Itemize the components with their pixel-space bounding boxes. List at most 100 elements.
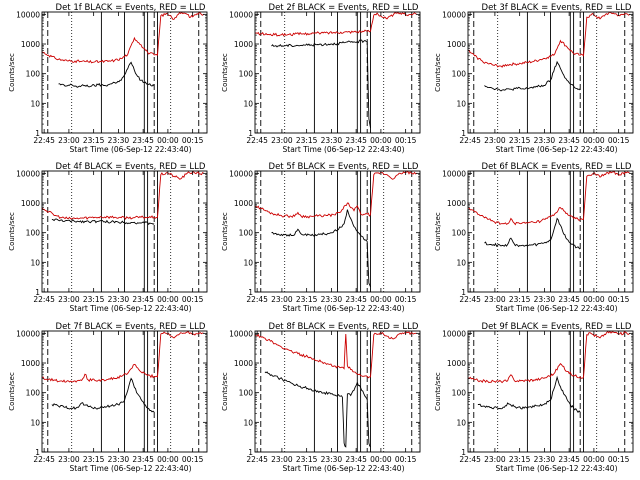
y-tick-label: 10000 [229,329,253,338]
x-axis-label: Start Time (06-Sep-12 22:43:40) [70,145,192,154]
y-axis-label: Counts/sec [8,372,16,411]
y-tick-label: 1 [248,448,253,457]
x-tick-label: 23:15 [296,136,318,145]
plot-frame [41,170,208,293]
events-trace [58,61,155,88]
plot-frame [254,330,421,453]
x-tick-label: 23:30 [321,136,343,145]
x-tick-label: 00:00 [157,295,179,304]
y-tick-label: 1000 [21,359,40,368]
y-axis: 1 10 100 1000 10000 [442,10,633,138]
y-axis-label: Counts/sec [8,212,16,251]
x-tick-label: 00:00 [583,295,605,304]
x-tick-label: 23:30 [534,455,556,464]
y-axis: 1 10 100 1000 10000 [442,329,633,457]
y-tick-label: 10 [243,418,253,427]
y-tick-label: 1 [35,448,40,457]
events-trace [271,209,371,287]
plot-frame [41,11,208,134]
y-tick-label: 10 [30,258,40,267]
x-axis: 22:45 23:00 23:15 23:30 23:45 00:00 00:15 [246,331,417,464]
y-tick-label: 1000 [21,199,40,208]
y-axis-label: Counts/sec [8,53,16,92]
y-tick-label: 1 [461,129,466,138]
y-axis-label: Counts/sec [434,53,442,92]
plot-frame [254,170,421,293]
x-tick-label: 00:15 [395,455,417,464]
plot-frame [254,11,421,134]
y-tick-label: 10000 [16,329,40,338]
panel-title: Det 2f BLACK = Events, RED = LLD [269,3,419,13]
x-tick-label: 00:00 [370,295,392,304]
time-markers [473,331,626,452]
lld-trace [468,171,630,226]
lld-trace [255,171,417,219]
x-tick-label: 23:15 [509,295,531,304]
events-trace [51,218,155,226]
x-tick-label: 00:15 [182,455,204,464]
x-tick-label: 23:30 [108,136,130,145]
events-trace [51,377,155,413]
x-tick-label: 23:45 [132,295,154,304]
lld-trace [42,171,204,220]
y-tick-label: 100 [239,70,254,79]
lld-trace [468,12,630,68]
x-tick-label: 23:00 [271,136,293,145]
x-tick-label: 23:00 [484,455,506,464]
x-tick-label: 23:00 [271,455,293,464]
y-tick-label: 100 [26,70,41,79]
y-tick-label: 10000 [229,169,253,178]
x-axis: 22:45 23:00 23:15 23:30 23:45 00:00 00:15 [246,12,417,145]
events-trace [264,371,371,448]
plot-frame [467,11,634,134]
x-tick-label: 23:15 [296,455,318,464]
y-tick-label: 10 [30,418,40,427]
x-tick-label: 22:45 [459,455,481,464]
y-tick-label: 10 [456,418,466,427]
y-axis: 1 10 100 1000 10000 [229,329,420,457]
x-tick-label: 23:30 [108,295,130,304]
y-tick-label: 100 [452,229,467,238]
x-axis: 22:45 23:00 23:15 23:30 23:45 00:00 00:15 [33,12,204,145]
y-tick-label: 10000 [16,169,40,178]
panel-title: Det 6f BLACK = Events, RED = LLD [482,162,632,172]
lld-trace [468,331,631,384]
y-axis-label: Counts/sec [434,212,442,251]
x-tick-label: 23:30 [534,295,556,304]
y-tick-label: 1 [461,288,466,297]
lld-trace [255,331,417,379]
y-tick-label: 1000 [447,40,466,49]
x-tick-label: 00:00 [157,455,179,464]
events-trace [484,217,581,250]
time-markers [260,12,413,133]
x-tick-label: 23:15 [296,295,318,304]
x-tick-label: 22:45 [33,295,55,304]
lld-trace [255,12,417,37]
x-tick-label: 23:45 [132,455,154,464]
x-tick-label: 00:15 [182,295,204,304]
x-axis-label: Start Time (06-Sep-12 22:43:40) [283,145,405,154]
y-tick-label: 1 [248,288,253,297]
y-axis-label: Counts/sec [221,372,229,411]
panel-title: Det 1f BLACK = Events, RED = LLD [56,3,206,13]
y-tick-label: 10 [456,99,466,108]
time-markers [473,171,626,292]
y-axis: 1 10 100 1000 10000 [229,10,420,138]
time-markers [260,171,413,292]
x-tick-label: 22:45 [459,295,481,304]
x-tick-label: 23:45 [558,455,580,464]
y-tick-label: 1000 [447,199,466,208]
y-tick-label: 100 [26,389,41,398]
y-tick-label: 10000 [442,169,466,178]
panel-title: Det 8f BLACK = Events, RED = LLD [269,322,419,332]
x-tick-label: 23:45 [558,136,580,145]
x-tick-label: 23:45 [345,455,367,464]
x-tick-label: 23:30 [321,295,343,304]
plot-frame [467,330,634,453]
panel-title: Det 5f BLACK = Events, RED = LLD [269,162,419,172]
